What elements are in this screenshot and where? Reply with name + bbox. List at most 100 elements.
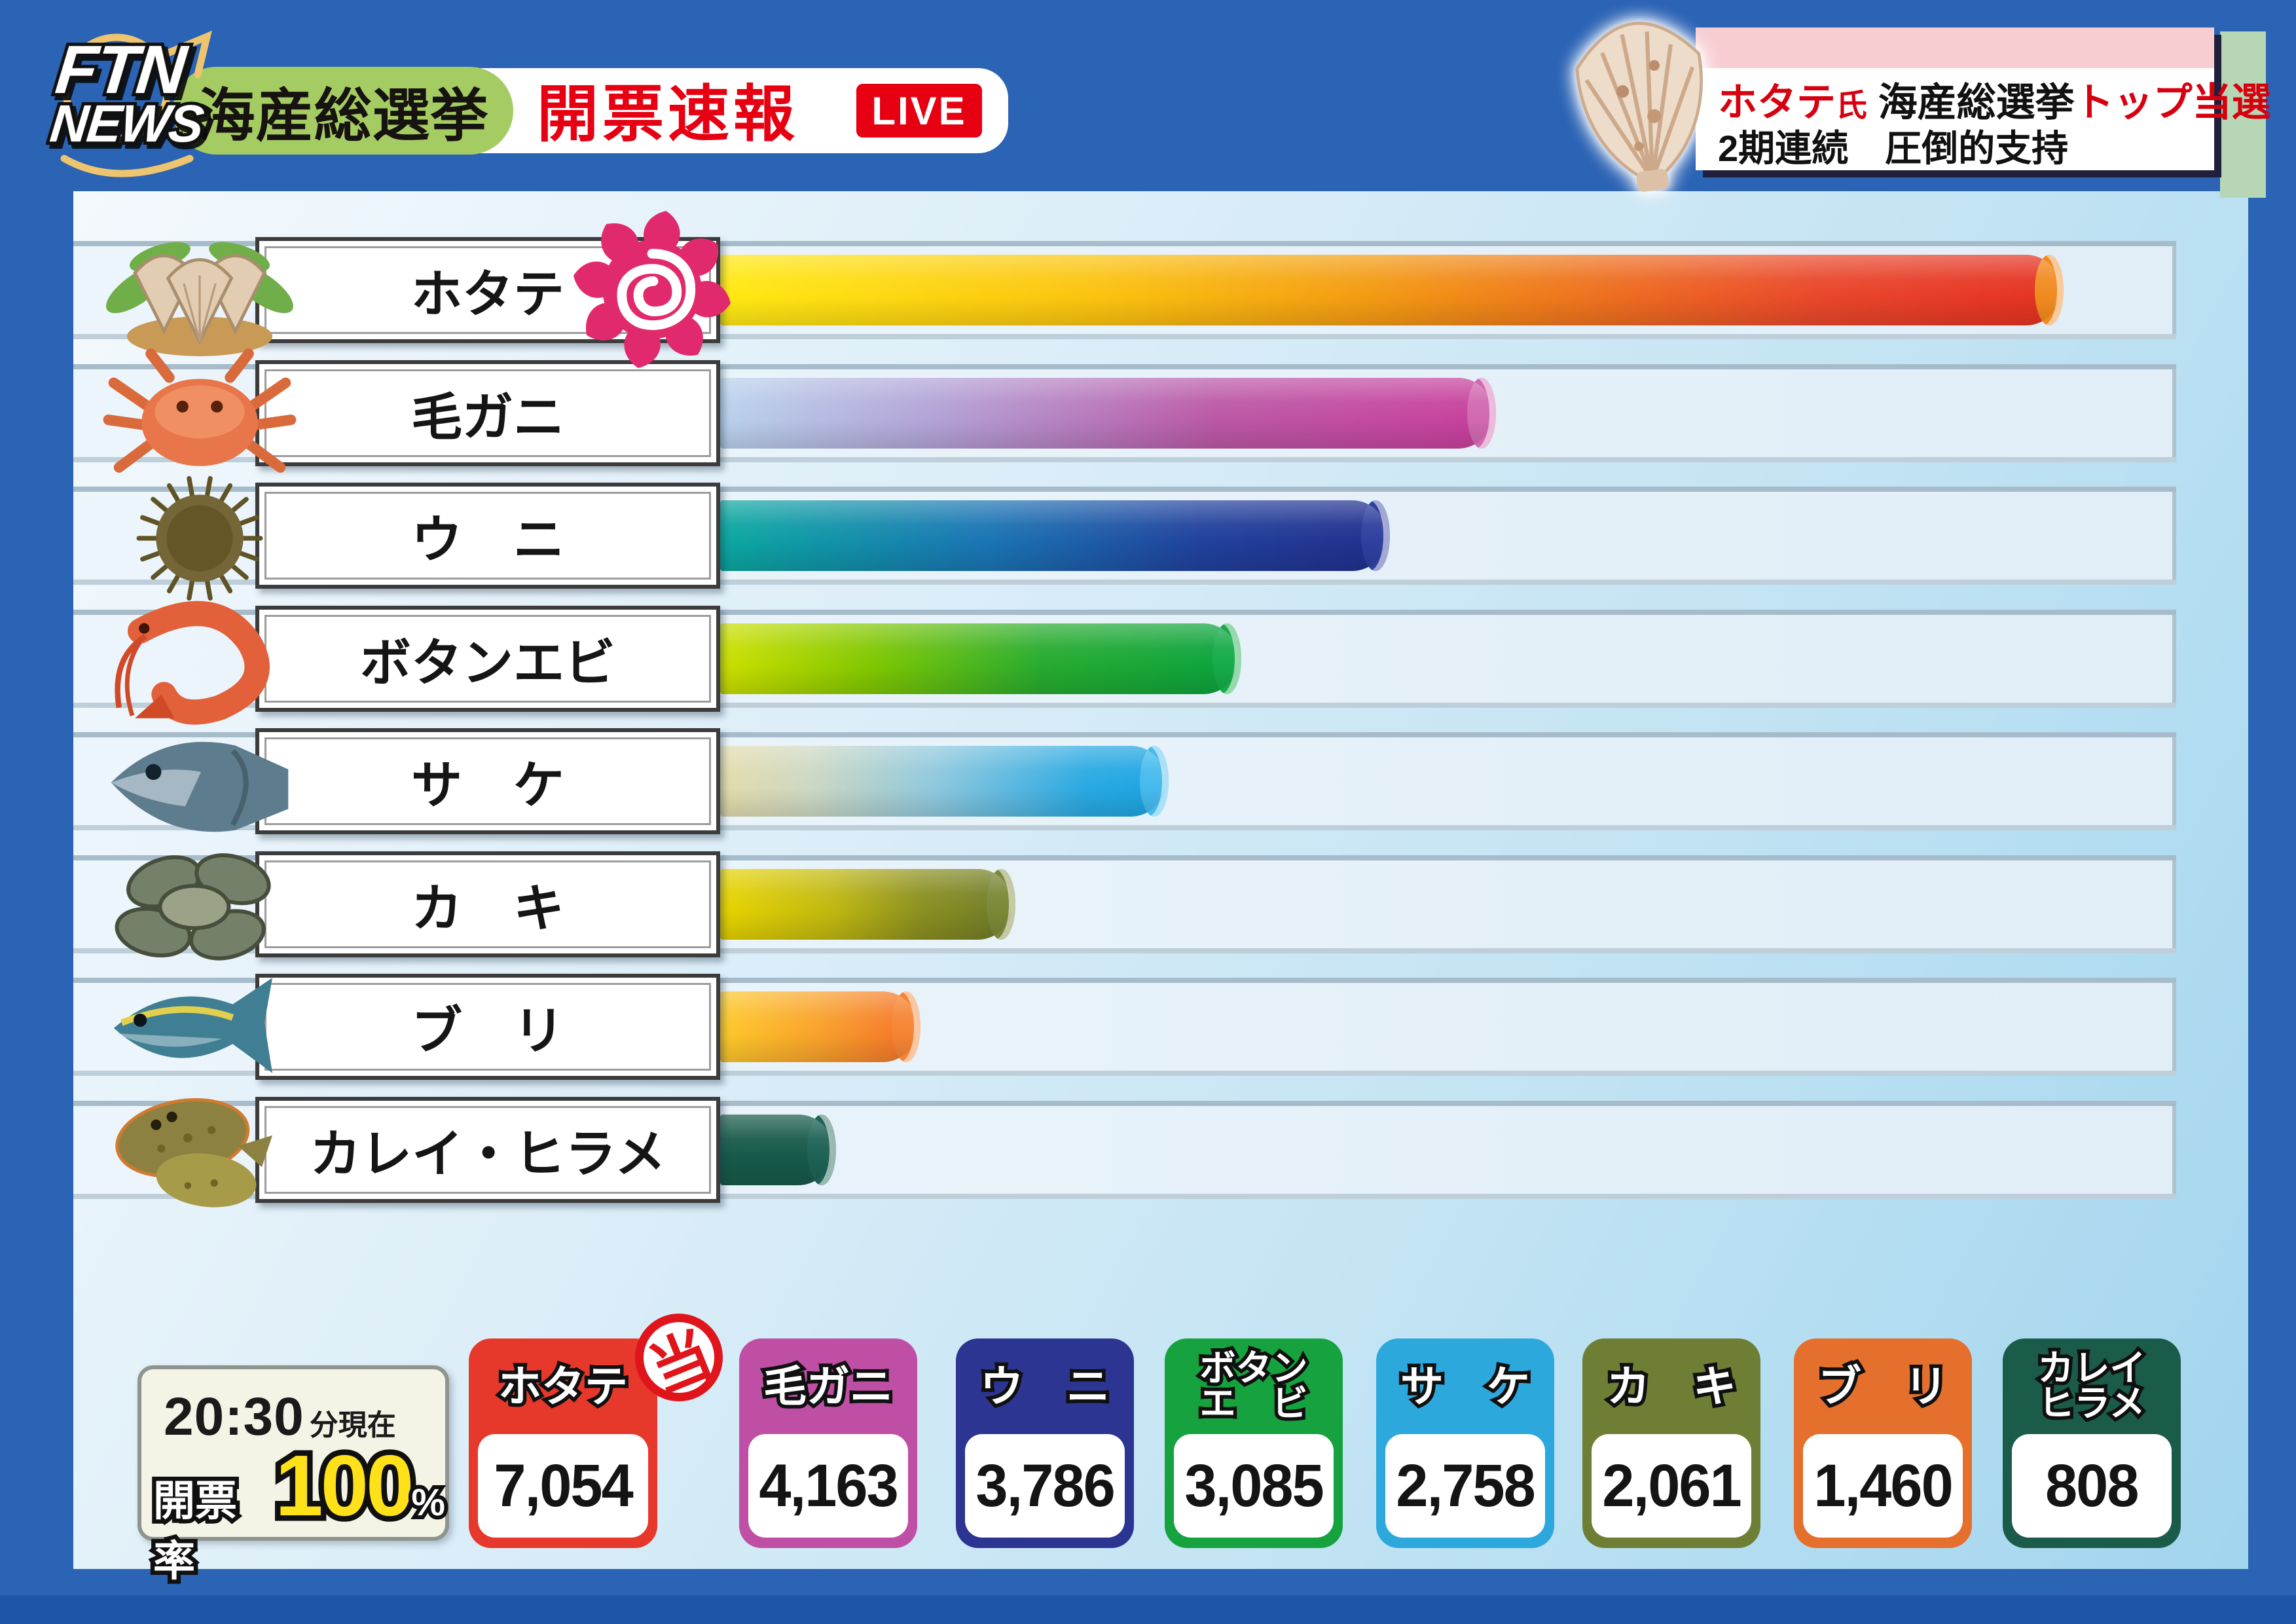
result-box-name: ホタテ (469, 1338, 657, 1434)
news-ticker: ホタテ氏 海産総選挙トップ当選 2期連続 圧倒的支持 (1565, 7, 2278, 216)
logo-line2: NEWS (48, 94, 206, 153)
rose-winner-icon (570, 207, 735, 372)
vote-bar-cap (1361, 500, 1390, 571)
result-box: カ キ 2,061 (1582, 1338, 1760, 1548)
turnout-label: 開票率 (153, 1467, 275, 1588)
photo-slot (98, 589, 301, 728)
ticker-green-ribbon (2220, 31, 2266, 198)
hairy-crab-photo (103, 348, 297, 473)
vote-count: 3,786 (975, 1452, 1115, 1519)
candidate-label-box: ブ リ (255, 974, 720, 1080)
time-suffix: 分現在 (309, 1409, 396, 1441)
result-box-name: 毛ガニ (739, 1338, 917, 1434)
result-box-name-line: ブ リ (1818, 1365, 1948, 1408)
logo-line1: FTN (52, 32, 211, 108)
vote-bar (720, 991, 920, 1062)
live-badge: LIVE (856, 84, 982, 138)
candidate-row: ブ リ (73, 974, 2176, 1080)
result-box-name: ウ ニ (956, 1338, 1134, 1434)
turnout-unit: % (411, 1481, 445, 1524)
ticker-pink-band (1696, 28, 2214, 68)
botan-shrimp-photo (115, 600, 270, 725)
vote-bar (720, 1114, 836, 1185)
vote-count: 808 (2045, 1452, 2140, 1519)
result-box: ウ ニ 3,786 (956, 1338, 1134, 1548)
candidate-name: ボタンエビ (359, 633, 615, 692)
candidate-row: ウ ニ (73, 475, 2176, 601)
vote-bar (720, 868, 1015, 940)
vote-count: 2,758 (1396, 1452, 1535, 1519)
vote-count: 1,460 (1813, 1452, 1953, 1519)
result-box-plate: 1,460 (1803, 1434, 1963, 1538)
result-box: ボタンエ ビ 3,085 (1165, 1338, 1343, 1548)
candidate-label-box: カレイ・ヒラメ (255, 1096, 720, 1203)
result-box-name-line: エ ビ (1199, 1386, 1307, 1422)
result-box-name-line: ウ ニ (980, 1365, 1110, 1408)
sea-urchin-photo (136, 475, 263, 601)
vote-bar (720, 623, 1241, 694)
results-panel: ホタテ 毛ガニ ウ ニ ボタンエビ サ ケ (73, 191, 2248, 1588)
ticker-result: トップ当選 (2074, 81, 2271, 124)
photo-slot (98, 1080, 301, 1219)
result-box-plate: 808 (2012, 1434, 2172, 1538)
flounder-photo (115, 1098, 273, 1208)
page-title: 開票速報 (537, 79, 799, 149)
vote-bar-cap (1140, 746, 1169, 817)
result-box-plate: 7,054 (478, 1434, 648, 1538)
result-box-name-line: ボタン (1199, 1350, 1307, 1386)
candidate-label-box: ウ ニ (255, 483, 720, 589)
vote-bar (720, 377, 1496, 449)
vote-bar-cap (807, 1114, 836, 1185)
candidate-label-box: カ キ (255, 851, 720, 957)
vote-bar (720, 746, 1169, 817)
photo-slot (98, 343, 301, 482)
result-box-plate: 2,061 (1592, 1434, 1751, 1538)
ftn-news-logo: FTN NEWS (38, 26, 254, 183)
result-box-name-line: サ ケ (1400, 1365, 1530, 1408)
result-box-name-line: ホタテ (498, 1365, 628, 1408)
candidate-row: ホタテ (73, 211, 2176, 368)
bottom-strip (0, 1595, 2296, 1624)
photo-slot (98, 711, 301, 850)
vote-bar (720, 255, 2064, 325)
scallop-shell-photo (1575, 22, 1703, 192)
photo-slot (98, 466, 301, 604)
vote-bar-cap (1467, 377, 1496, 449)
result-box: ホタテ 7,054 (469, 1338, 657, 1548)
program-badge: 海産総選挙 (173, 67, 513, 155)
result-box-name-line: カレイ (2037, 1350, 2145, 1386)
ticker-box: ホタテ氏 海産総選挙トップ当選 2期連続 圧倒的支持 (1696, 28, 2271, 170)
result-box-plate: 3,786 (965, 1434, 1125, 1538)
result-box-name: ボタンエ ビ (1165, 1338, 1343, 1434)
result-box-plate: 3,085 (1174, 1434, 1334, 1538)
rose-icon (574, 211, 731, 368)
vote-count: 4,163 (759, 1452, 898, 1519)
result-box-name: カ キ (1582, 1338, 1760, 1434)
ticker-winner-name: ホタテ (1718, 81, 1836, 124)
candidate-label-box: サ ケ (255, 728, 720, 834)
photo-slot (98, 220, 301, 359)
candidate-label-box: 毛ガニ (255, 360, 720, 466)
result-box-name: ブ リ (1794, 1338, 1972, 1434)
candidate-row: サ ケ (73, 728, 2176, 834)
photo-slot (98, 834, 301, 973)
vote-count: 7,054 (494, 1452, 633, 1519)
vote-bar-cap (1212, 623, 1241, 694)
candidate-name: カ キ (410, 879, 564, 937)
vote-count: 3,085 (1184, 1452, 1324, 1519)
logo-text: FTN NEWS (48, 32, 211, 153)
candidate-name: ブ リ (410, 1002, 564, 1060)
ticker-subline: 2期連続 圧倒的支持 (1718, 128, 2069, 169)
candidate-row: ボタンエビ (73, 600, 2176, 725)
result-box: サ ケ 2,758 (1376, 1338, 1554, 1548)
candidate-label-box: ボタンエビ (255, 605, 720, 712)
time-value: 20:30 (164, 1387, 304, 1447)
turnout-value: 100 (275, 1443, 414, 1530)
vote-bar-cap (2035, 255, 2064, 325)
result-box: 毛ガニ 4,163 (739, 1338, 917, 1548)
result-box-name: サ ケ (1376, 1338, 1554, 1434)
candidate-row: 毛ガニ (73, 348, 2176, 473)
